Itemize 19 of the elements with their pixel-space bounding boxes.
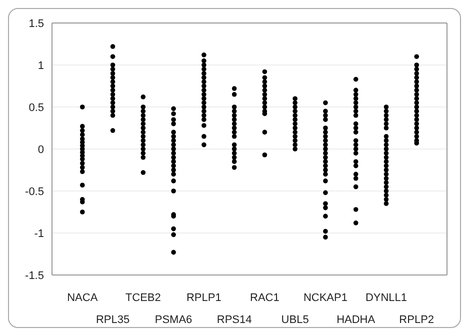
y-tick-label: 1.5 xyxy=(28,18,44,30)
x-tick-label: NACA xyxy=(67,292,98,304)
x-tick-label: PSMA6 xyxy=(154,314,192,326)
x-tick-label: NCKAP1 xyxy=(303,292,348,304)
x-tick-label: RPLP2 xyxy=(399,314,434,326)
y-tick-label: -0.5 xyxy=(25,186,44,198)
y-tick-label: 1 xyxy=(38,60,44,72)
x-tick-label: UBL5 xyxy=(281,314,309,326)
x-tick-label: RPL35 xyxy=(96,314,130,326)
x-tick-label: HADHA xyxy=(336,314,376,326)
x-tick-label: RPLP1 xyxy=(186,292,222,304)
y-tick-label: 0.5 xyxy=(28,102,44,114)
y-tick-label: -1 xyxy=(34,228,44,240)
y-tick-label: 0 xyxy=(38,144,44,156)
x-tick-label: TCEB2 xyxy=(125,292,161,304)
x-tick-label: DYNLL1 xyxy=(365,292,408,304)
x-tick-label: RPS14 xyxy=(216,314,252,326)
x-tick-label: RAC1 xyxy=(250,292,280,304)
y-tick-label: -1.5 xyxy=(25,270,44,282)
